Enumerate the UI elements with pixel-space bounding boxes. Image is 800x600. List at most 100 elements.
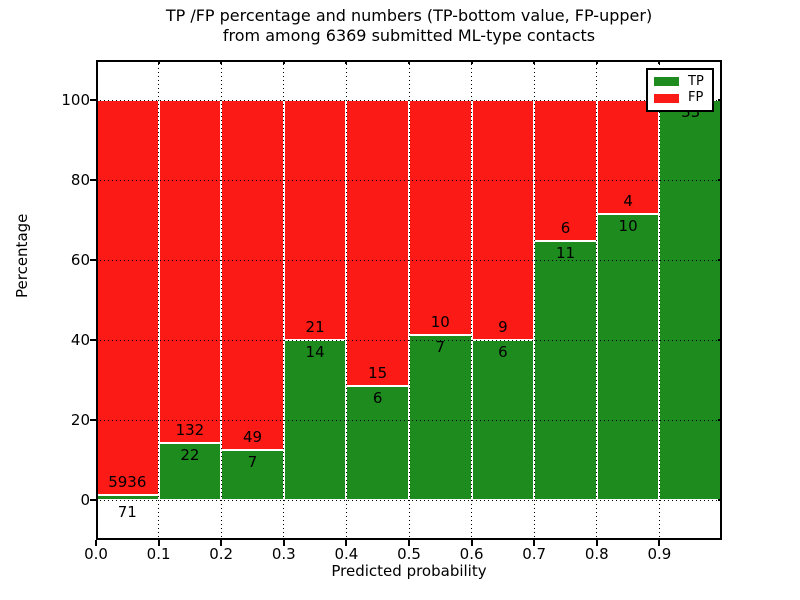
chart-title-line1: TP /FP percentage and numbers (TP-bottom… xyxy=(165,6,653,25)
x-tick-mark-top xyxy=(220,60,223,64)
tp-count-label: 6 xyxy=(498,343,508,361)
tp-bar-segment xyxy=(221,450,284,500)
x-axis-label: Predicted probability xyxy=(331,562,487,580)
chart-title-line2: from among 6369 submitted ML-type contac… xyxy=(222,26,596,45)
vertical-gridline xyxy=(158,60,160,540)
x-tick-mark-top xyxy=(282,60,285,64)
vertical-gridline xyxy=(533,60,535,540)
y-tick-mark xyxy=(90,499,96,501)
y-tick-mark xyxy=(90,339,96,341)
y-tick-mark-right xyxy=(718,419,722,421)
fp-bar-segment xyxy=(346,100,409,386)
fp-count-label: 21 xyxy=(305,318,325,336)
fp-bar-segment xyxy=(283,100,347,340)
x-tick-label: 0.9 xyxy=(647,545,672,563)
vertical-gridline xyxy=(283,60,285,540)
y-tick-label: 60 xyxy=(70,251,90,269)
x-tick-mark-top xyxy=(595,60,598,64)
fp-swatch-icon xyxy=(654,93,679,103)
tp-bar-segment xyxy=(596,214,660,500)
fp-count-label: 5936 xyxy=(108,473,147,492)
x-tick-mark xyxy=(533,540,536,546)
x-tick-label: 0.8 xyxy=(584,545,609,563)
tp-count-label: 11 xyxy=(555,244,576,263)
x-tick-label: 0.1 xyxy=(146,545,171,563)
fp-count-label: 4 xyxy=(623,192,633,211)
legend-row-fp: FP xyxy=(654,91,706,105)
fp-count-label: 132 xyxy=(175,420,205,439)
fp-bar-segment xyxy=(221,100,284,450)
x-tick-label: 0.0 xyxy=(84,545,108,563)
fp-bar-segment xyxy=(471,100,535,340)
chart-title: TP /FP percentage and numbers (TP-bottom… xyxy=(96,6,722,46)
vertical-gridline xyxy=(596,60,598,540)
x-tick-mark xyxy=(408,540,410,546)
y-tick-label: 40 xyxy=(70,331,90,349)
fp-bar-segment xyxy=(409,100,472,336)
tp-bar-segment xyxy=(534,241,597,500)
tp-count-label: 7 xyxy=(435,338,446,357)
x-tick-label: 0.5 xyxy=(397,545,421,563)
legend: TP FP xyxy=(646,68,714,112)
y-tick-mark xyxy=(90,99,96,101)
y-tick-mark-right xyxy=(718,259,722,261)
vertical-gridline xyxy=(220,60,222,540)
x-tick-mark xyxy=(595,540,598,546)
vertical-gridline xyxy=(471,60,473,540)
y-tick-mark-right xyxy=(718,339,722,341)
y-tick-label: 0 xyxy=(80,491,90,509)
x-tick-mark-top xyxy=(408,60,410,64)
fp-count-label: 49 xyxy=(242,428,263,446)
x-tick-mark-top xyxy=(533,60,536,64)
y-tick-label: 20 xyxy=(70,411,90,429)
tp-count-label: 7 xyxy=(247,453,258,471)
x-tick-label: 0.6 xyxy=(459,545,484,563)
x-tick-mark xyxy=(157,540,160,546)
y-tick-mark xyxy=(90,259,96,261)
y-tick-mark xyxy=(90,179,96,181)
tp-count-label: 6 xyxy=(372,388,383,407)
x-tick-mark xyxy=(95,540,97,546)
x-tick-mark-top xyxy=(470,60,473,64)
tp-bar-segment xyxy=(659,100,722,500)
fp-count-label: 10 xyxy=(430,313,450,332)
x-tick-mark xyxy=(345,540,348,546)
fp-bar-segment xyxy=(158,100,222,443)
fp-count-label: 9 xyxy=(498,318,508,336)
fp-count-label: 15 xyxy=(368,363,388,382)
fp-count-label: 6 xyxy=(560,219,571,238)
x-tick-label: 0.4 xyxy=(334,545,359,563)
tp-count-label: 10 xyxy=(618,217,638,236)
x-tick-mark xyxy=(220,540,223,546)
y-tick-mark-right xyxy=(718,99,722,101)
legend-row-tp: TP xyxy=(654,73,706,89)
y-tick-mark xyxy=(90,419,96,421)
vertical-gridline xyxy=(408,60,410,540)
y-tick-mark-right xyxy=(718,499,722,501)
vertical-gridline xyxy=(658,60,660,540)
x-tick-mark-top xyxy=(658,60,661,64)
y-tick-mark-right xyxy=(718,179,722,181)
tp-bar-segment xyxy=(409,335,472,500)
x-tick-mark xyxy=(282,540,285,546)
tp-count-label: 14 xyxy=(305,343,325,361)
tp-count-label: 22 xyxy=(180,445,200,464)
x-tick-mark-top xyxy=(157,60,160,64)
y-tick-label: 80 xyxy=(70,171,90,189)
x-tick-label: 0.3 xyxy=(271,545,296,563)
x-tick-mark xyxy=(658,540,661,546)
fp-bar-segment xyxy=(96,100,159,496)
y-tick-label: 100 xyxy=(61,91,90,109)
tp-count-label: 71 xyxy=(117,503,137,521)
legend-label-tp: TP xyxy=(688,73,704,89)
x-tick-mark xyxy=(470,540,473,546)
x-tick-label: 0.7 xyxy=(522,545,547,563)
x-tick-mark-top xyxy=(345,60,348,64)
vertical-gridline xyxy=(345,60,347,540)
fp-bar-segment xyxy=(534,100,597,242)
tp-swatch-icon xyxy=(654,77,679,87)
tp-bar-segment xyxy=(346,385,409,500)
legend-label-fp: FP xyxy=(688,90,704,106)
x-tick-label: 0.2 xyxy=(209,545,234,563)
